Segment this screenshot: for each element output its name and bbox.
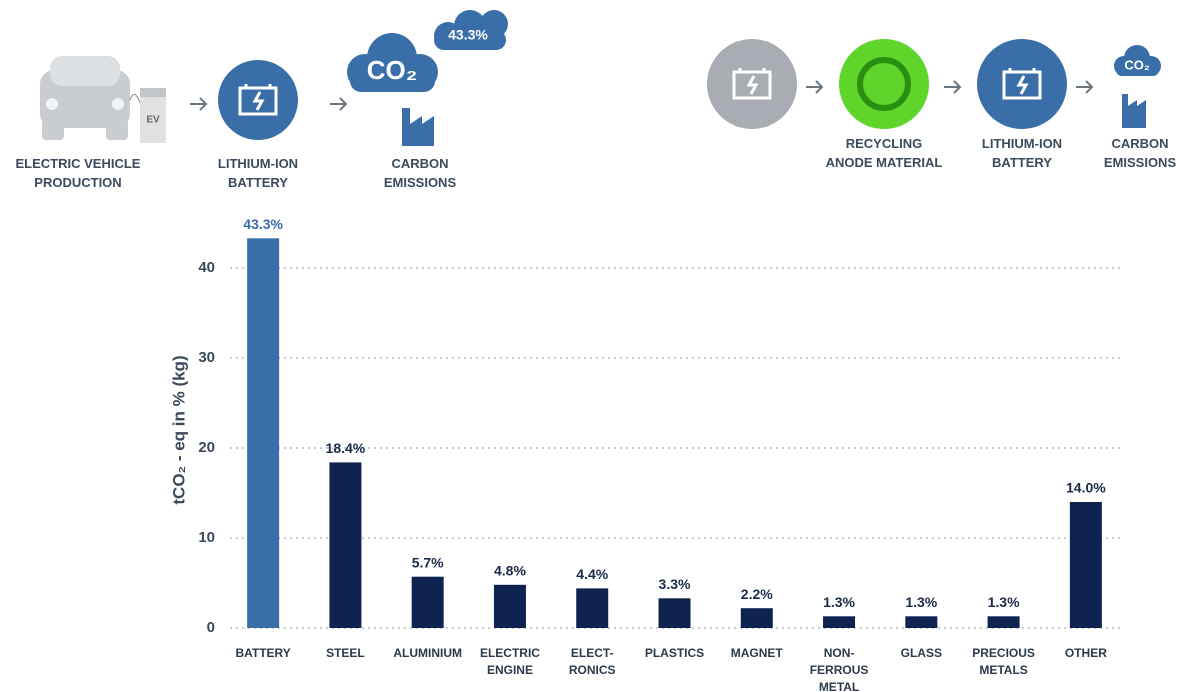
x-tick-label: MAGNET xyxy=(730,646,783,660)
bar xyxy=(823,616,856,628)
step-label-line: CARBON xyxy=(391,156,449,171)
bubble xyxy=(434,10,508,50)
bar xyxy=(1069,502,1102,628)
bar xyxy=(740,608,773,628)
battery-icon xyxy=(238,84,278,116)
bar xyxy=(329,462,362,628)
y-tick-label: 20 xyxy=(198,439,215,456)
step-label: CARBON EMISSIONS xyxy=(340,154,500,192)
value-label: 3.3% xyxy=(659,576,691,592)
bar xyxy=(493,584,526,628)
step-label-line: BATTERY xyxy=(228,175,288,190)
value-label: 18.4% xyxy=(326,440,366,456)
x-tick-label: GLASS xyxy=(900,646,942,660)
value-label: 4.4% xyxy=(576,566,608,582)
cloud-text: CO₂ xyxy=(367,55,418,85)
step-label-line: LITHIUM-ION xyxy=(981,136,1063,151)
cloud-small xyxy=(1114,45,1161,76)
factory xyxy=(1122,94,1146,128)
charger-top xyxy=(140,88,166,97)
y-tick-label: 40 xyxy=(198,259,215,276)
x-tick-label: BATTERY xyxy=(235,646,291,660)
x-tick-label: ALUMINIUM xyxy=(393,646,462,660)
bar xyxy=(905,616,938,628)
charger xyxy=(140,95,166,143)
x-tick-label: PLASTICS xyxy=(644,646,705,660)
bar xyxy=(987,616,1020,628)
step-label-line: ELECTRIC VEHICLE xyxy=(15,156,141,171)
step-label: LITHIUM-ION BATTERY xyxy=(178,154,338,192)
recycling-icon xyxy=(857,57,911,111)
step-label: ELECTRIC VEHICLE PRODUCTION xyxy=(0,154,158,192)
value-label: 1.3% xyxy=(988,594,1020,610)
cloud xyxy=(347,33,438,92)
x-tick-label: ELECTRIC ENGINE xyxy=(479,646,540,677)
recycling-circle xyxy=(839,39,929,129)
value-label: 14.0% xyxy=(1066,480,1106,496)
cloud-small-text: CO₂ xyxy=(1124,57,1150,72)
battery-icon xyxy=(732,68,772,100)
step-label-line: EMISSIONS xyxy=(383,175,457,190)
x-tick-label: PRECIOUS METALS xyxy=(972,646,1035,677)
step-label: LITHIUM-ION BATTERY xyxy=(942,134,1102,172)
value-label: 1.3% xyxy=(905,594,937,610)
battery-icon xyxy=(1002,68,1042,100)
value-label: 4.8% xyxy=(494,563,526,579)
y-axis-label: tCO₂ - eq in % (kg) xyxy=(169,355,188,504)
arrow xyxy=(190,80,1094,111)
value-label: 1.3% xyxy=(823,594,855,610)
step-label-line: ANODE MATERIAL xyxy=(825,155,943,170)
y-tick-label: 30 xyxy=(198,349,215,366)
factory xyxy=(402,108,434,146)
bar xyxy=(658,598,691,628)
x-tick-label: NON-FERROUS METAL xyxy=(809,646,869,692)
car-icon xyxy=(40,56,130,140)
bubble-text: 43.3% xyxy=(448,27,488,43)
bar xyxy=(576,588,609,628)
step-label-line: EMISSIONS xyxy=(1103,155,1177,170)
bar xyxy=(247,238,280,629)
x-tick-label: OTHER xyxy=(1064,646,1107,660)
x-tick-label: STEEL xyxy=(326,646,365,660)
x-tick-label: ELECT-RONICS xyxy=(568,646,616,677)
ev-tag: EV xyxy=(146,115,160,126)
value-label: 5.7% xyxy=(412,554,444,570)
step-label-line: CARBON xyxy=(1111,136,1169,151)
step-label-line: PRODUCTION xyxy=(34,175,122,190)
value-label: 2.2% xyxy=(741,586,773,602)
step-label: RECYCLING ANODE MATERIAL xyxy=(804,134,964,172)
step-label: CARBON EMISSIONS xyxy=(1060,134,1183,172)
bar xyxy=(411,576,444,628)
step-label-line: LITHIUM-ION xyxy=(217,156,299,171)
step-label-line: BATTERY xyxy=(992,155,1052,170)
step-label-line: RECYCLING xyxy=(845,136,923,151)
y-tick-label: 0 xyxy=(207,619,215,636)
value-label: 43.3% xyxy=(243,216,283,232)
y-tick-label: 10 xyxy=(198,529,215,546)
